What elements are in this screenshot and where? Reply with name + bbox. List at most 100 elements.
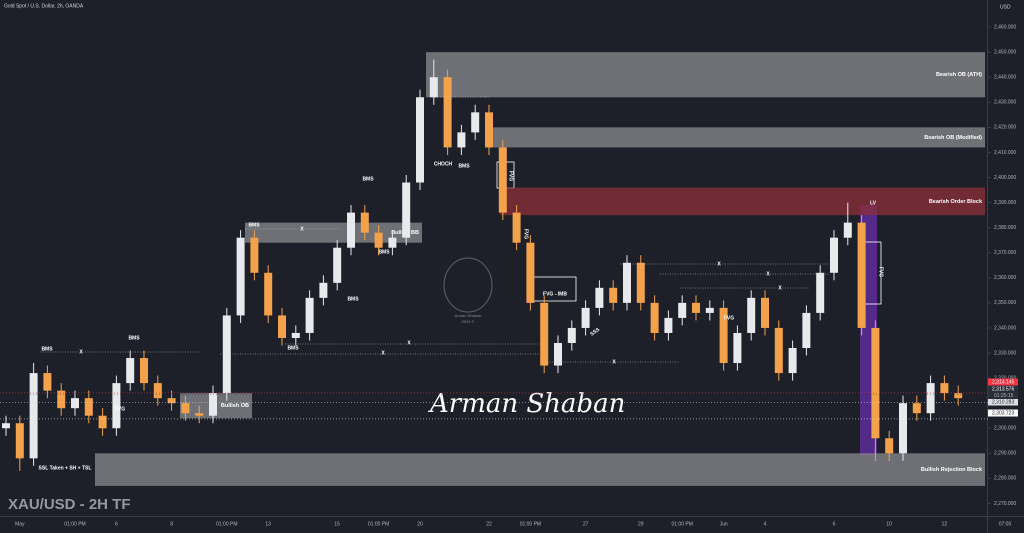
candle-body: [595, 287, 604, 308]
candle-body: [84, 398, 93, 416]
x-tick-label: 6: [833, 521, 836, 527]
watermark: Arman Shaban: [428, 389, 625, 419]
zone: [490, 127, 985, 148]
candle-body: [43, 373, 52, 391]
y-tick-label: 2,370.000: [994, 250, 1016, 256]
candle-body: [512, 212, 521, 243]
candle-body: [29, 373, 38, 459]
price-label-box: [988, 378, 1018, 386]
annotation: BMS: [378, 249, 390, 255]
y-tick-label: 2,440.000: [994, 75, 1016, 81]
candle-body: [209, 393, 217, 416]
candle-body: [802, 312, 811, 349]
candle-body: [940, 383, 949, 394]
candle-body: [319, 282, 328, 298]
annotation: X: [381, 350, 385, 356]
price-label: 2,303.723: [992, 410, 1014, 416]
candle-body: [733, 332, 742, 364]
logo-text: Arman Shaban: [455, 313, 482, 318]
candle-body: [250, 237, 259, 273]
candle-body: [15, 423, 24, 459]
candle-body: [112, 383, 121, 429]
candle-body: [912, 403, 921, 414]
candle-body: [816, 272, 825, 313]
candle-body: [954, 393, 963, 399]
price-label: 2,313.576: [992, 386, 1014, 392]
zone-label: Bearish Order Block: [929, 199, 983, 205]
annotation: BMS: [287, 345, 299, 351]
x-tick-label: 01:00 PM: [64, 521, 85, 527]
x-end-label: 07:00: [999, 521, 1012, 527]
x-tick-label: 10: [886, 521, 892, 527]
x-tick-label: 01:00 PM: [368, 521, 389, 527]
zone-label: Bearish OB (Modified): [924, 135, 982, 141]
zone-label: Bearish OB (ATH): [936, 72, 982, 78]
zone: [426, 52, 985, 98]
annotation: FVG: [115, 406, 125, 412]
x-tick-label: 01:00 PM: [216, 521, 237, 527]
annotation: BMS: [458, 163, 470, 169]
y-tick-label: 2,400.000: [994, 175, 1016, 181]
candle-body: [788, 348, 797, 374]
x-tick-label: 13: [265, 521, 271, 527]
x-tick-label: 22: [486, 521, 492, 527]
annotation: X: [766, 271, 770, 277]
candle-body: [636, 262, 645, 303]
candle-body: [153, 383, 162, 399]
y-tick-label: 2,330.000: [994, 350, 1016, 356]
annotation: FVG: [878, 267, 884, 277]
y-tick-label: 2,290.000: [994, 451, 1016, 457]
price-label-box: [988, 385, 1018, 393]
annotation: BMS: [41, 346, 53, 352]
annotation: BMS: [128, 335, 140, 341]
zone: [95, 453, 985, 486]
zone-label: Bullish OB: [221, 403, 249, 409]
annotation: X: [612, 359, 616, 365]
annotation: FVG: [508, 171, 514, 181]
candle-body: [388, 237, 397, 248]
zone-label: Bullish Rejection Block: [921, 467, 983, 473]
countdown-box: [988, 392, 1018, 399]
candle-body: [692, 302, 700, 313]
candle-body: [291, 332, 300, 338]
annotation: SSS: [589, 327, 601, 338]
x-tick-label: 4: [764, 521, 767, 527]
candle-body: [264, 272, 273, 316]
candle-body: [871, 327, 880, 439]
annotation: X: [778, 285, 782, 291]
x-tick-label: 6: [115, 521, 118, 527]
candle-body: [347, 212, 355, 248]
candle-body: [71, 398, 79, 409]
currency: USD: [1000, 4, 1011, 10]
x-tick-label: 8: [170, 521, 173, 527]
x-tick-label: 15: [334, 521, 340, 527]
candle-body: [57, 390, 66, 409]
y-tick-label: 2,350.000: [994, 300, 1016, 306]
annotation: FVG - IMB: [543, 291, 567, 297]
logo: [443, 257, 493, 313]
candle-body: [126, 358, 135, 384]
annotation: LV: [870, 200, 877, 206]
candle-body: [705, 307, 714, 313]
price-label-box: [988, 398, 1018, 406]
y-tick-label: 2,360.000: [994, 275, 1016, 281]
annotation: X: [79, 349, 83, 355]
candle-body: [485, 112, 493, 148]
candle-body: [719, 307, 728, 364]
candle-body: [540, 302, 549, 366]
candle-body: [885, 438, 894, 454]
x-tick-label: 01:00 PM: [671, 521, 692, 527]
annotation: CHOCH: [434, 161, 453, 167]
y-tick-label: 2,410.000: [994, 150, 1016, 156]
y-tick-label: 2,430.000: [994, 100, 1016, 106]
y-tick-label: 2,460.000: [994, 24, 1016, 30]
annotation: BMS: [347, 296, 359, 302]
candle-body: [195, 413, 204, 416]
annotation: X: [407, 340, 411, 346]
annotation: X: [300, 226, 304, 232]
x-tick-label: 12: [942, 521, 948, 527]
candle-body: [416, 97, 424, 183]
candle-body: [899, 403, 907, 454]
candle-body: [498, 147, 507, 213]
annotation: BMS: [248, 222, 260, 228]
